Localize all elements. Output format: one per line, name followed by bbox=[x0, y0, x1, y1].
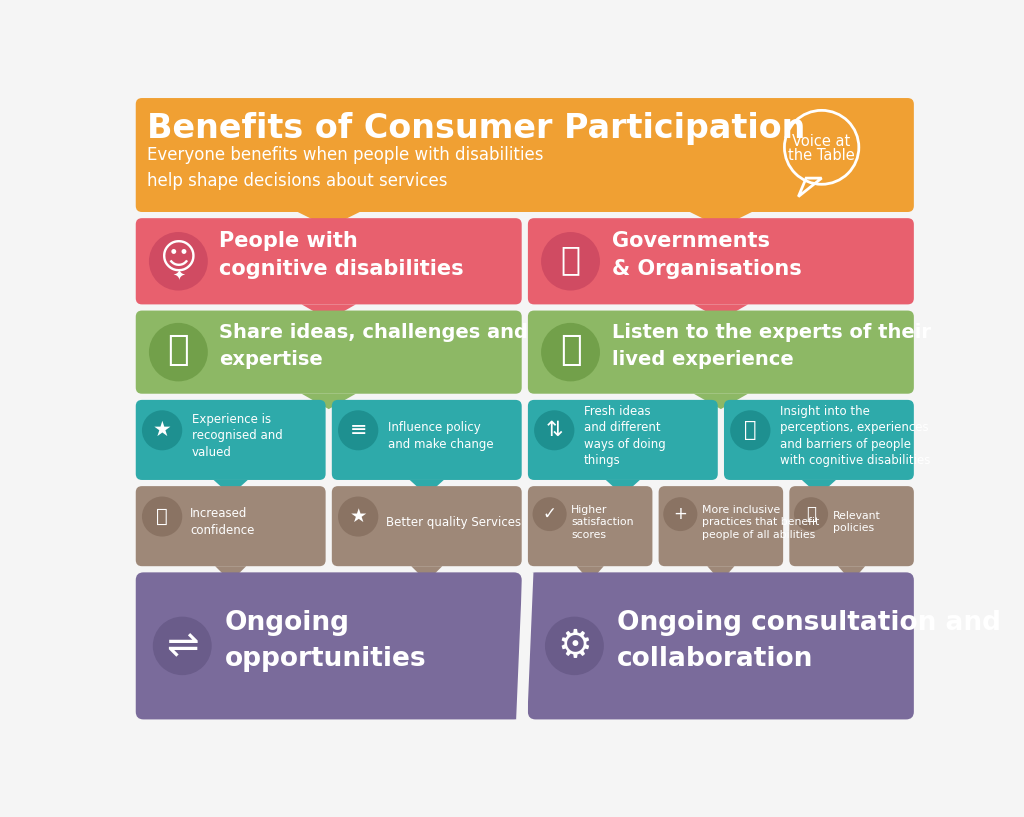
Circle shape bbox=[541, 323, 600, 382]
FancyBboxPatch shape bbox=[528, 218, 913, 305]
FancyBboxPatch shape bbox=[528, 573, 913, 720]
Text: the Table: the Table bbox=[788, 148, 855, 163]
Circle shape bbox=[142, 497, 182, 537]
Circle shape bbox=[535, 410, 574, 450]
Circle shape bbox=[153, 617, 212, 675]
Text: 👍: 👍 bbox=[157, 507, 168, 526]
Text: ≡: ≡ bbox=[349, 420, 367, 440]
Text: ⇅: ⇅ bbox=[546, 420, 563, 440]
Polygon shape bbox=[302, 305, 356, 319]
Text: Experience is
recognised and
valued: Experience is recognised and valued bbox=[191, 413, 283, 459]
FancyBboxPatch shape bbox=[658, 486, 783, 566]
FancyBboxPatch shape bbox=[528, 400, 718, 480]
FancyBboxPatch shape bbox=[136, 98, 913, 212]
Circle shape bbox=[338, 497, 378, 537]
Circle shape bbox=[148, 323, 208, 382]
Text: ✦: ✦ bbox=[172, 268, 184, 283]
Text: 🔍: 🔍 bbox=[744, 420, 757, 440]
Circle shape bbox=[664, 498, 697, 531]
Text: Everyone benefits when people with disabilities
help shape decisions about servi: Everyone benefits when people with disab… bbox=[147, 145, 544, 190]
Circle shape bbox=[730, 410, 770, 450]
Text: Influence policy
and make change: Influence policy and make change bbox=[388, 422, 494, 451]
Text: Ongoing
opportunities: Ongoing opportunities bbox=[225, 610, 427, 672]
Polygon shape bbox=[215, 566, 246, 582]
FancyBboxPatch shape bbox=[528, 310, 913, 394]
Text: Increased
confidence: Increased confidence bbox=[190, 507, 254, 537]
Text: People with
cognitive disabilities: People with cognitive disabilities bbox=[219, 231, 464, 279]
Polygon shape bbox=[802, 480, 836, 495]
FancyBboxPatch shape bbox=[136, 218, 521, 305]
Text: Insight into the
perceptions, experiences
and barriers of people
with cognitive : Insight into the perceptions, experience… bbox=[779, 404, 930, 467]
Text: 💡: 💡 bbox=[168, 333, 189, 367]
Polygon shape bbox=[302, 394, 356, 409]
Polygon shape bbox=[412, 566, 442, 582]
Text: ⇌: ⇌ bbox=[166, 627, 199, 665]
Text: ☺: ☺ bbox=[160, 241, 198, 275]
Polygon shape bbox=[577, 566, 604, 582]
FancyBboxPatch shape bbox=[332, 486, 521, 566]
Polygon shape bbox=[693, 305, 748, 319]
Circle shape bbox=[794, 498, 828, 531]
Polygon shape bbox=[606, 480, 640, 495]
Text: Better quality Services: Better quality Services bbox=[386, 516, 521, 529]
Polygon shape bbox=[410, 480, 443, 495]
Polygon shape bbox=[690, 212, 752, 227]
Circle shape bbox=[142, 410, 182, 450]
FancyBboxPatch shape bbox=[790, 486, 913, 566]
Text: Governments
& Organisations: Governments & Organisations bbox=[611, 231, 802, 279]
FancyBboxPatch shape bbox=[724, 400, 913, 480]
FancyBboxPatch shape bbox=[528, 486, 652, 566]
Circle shape bbox=[338, 410, 378, 450]
Text: Fresh ideas
and different
ways of doing
things: Fresh ideas and different ways of doing … bbox=[584, 404, 666, 467]
FancyBboxPatch shape bbox=[136, 400, 326, 480]
FancyBboxPatch shape bbox=[136, 573, 521, 720]
Text: Voice at: Voice at bbox=[793, 134, 851, 149]
FancyBboxPatch shape bbox=[332, 400, 521, 480]
Circle shape bbox=[148, 232, 208, 291]
Polygon shape bbox=[298, 212, 359, 227]
Polygon shape bbox=[838, 566, 865, 582]
Text: ⚙: ⚙ bbox=[557, 627, 592, 665]
Text: Relevant
policies: Relevant policies bbox=[833, 511, 881, 534]
Text: Listen to the experts of their
lived experience: Listen to the experts of their lived exp… bbox=[611, 324, 931, 368]
Text: 🏛: 🏛 bbox=[560, 243, 581, 276]
Polygon shape bbox=[693, 394, 748, 409]
Circle shape bbox=[545, 617, 604, 675]
Circle shape bbox=[541, 232, 600, 291]
Text: 📍: 📍 bbox=[806, 505, 816, 523]
Text: ✓: ✓ bbox=[543, 505, 556, 523]
Polygon shape bbox=[708, 566, 734, 582]
FancyBboxPatch shape bbox=[136, 486, 326, 566]
Polygon shape bbox=[214, 480, 248, 495]
Text: ★: ★ bbox=[349, 507, 367, 526]
Text: Benefits of Consumer Participation: Benefits of Consumer Participation bbox=[147, 112, 806, 145]
Text: More inclusive
practices that benefit
people of all abilities: More inclusive practices that benefit pe… bbox=[702, 505, 819, 539]
Text: Higher
satisfaction
scores: Higher satisfaction scores bbox=[571, 505, 634, 539]
Text: 👂: 👂 bbox=[560, 333, 582, 367]
Text: +: + bbox=[674, 505, 687, 523]
Text: Share ideas, challenges and
expertise: Share ideas, challenges and expertise bbox=[219, 324, 528, 368]
Text: Ongoing consultation and
collaboration: Ongoing consultation and collaboration bbox=[617, 610, 1001, 672]
Circle shape bbox=[532, 498, 566, 531]
FancyBboxPatch shape bbox=[136, 310, 521, 394]
Text: ★: ★ bbox=[153, 420, 171, 440]
